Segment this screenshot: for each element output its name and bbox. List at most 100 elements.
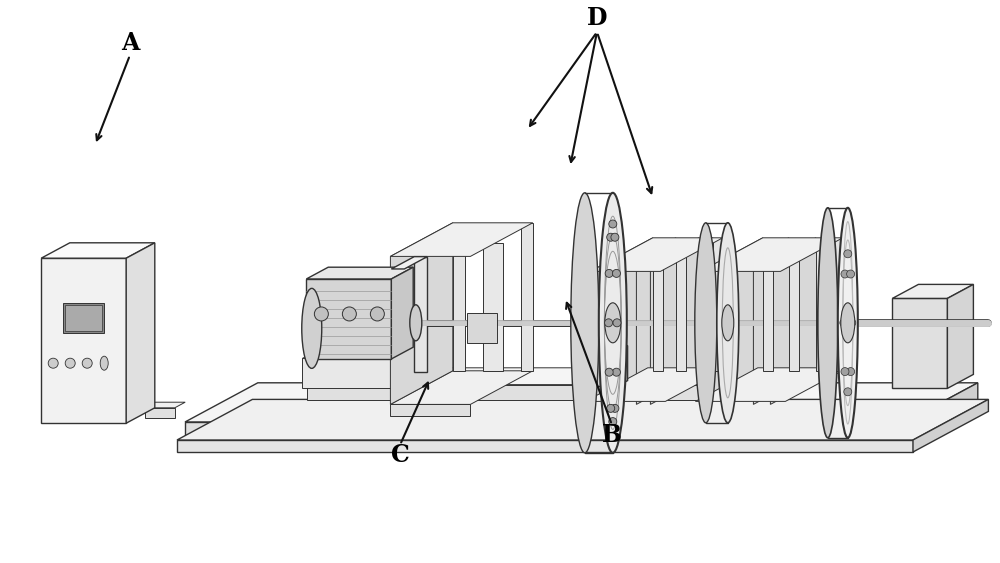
Polygon shape	[816, 238, 826, 371]
Circle shape	[612, 270, 620, 278]
Polygon shape	[770, 238, 833, 404]
Polygon shape	[699, 238, 709, 371]
Polygon shape	[789, 238, 799, 371]
Ellipse shape	[571, 193, 599, 453]
Ellipse shape	[100, 356, 108, 370]
Polygon shape	[700, 238, 763, 404]
Polygon shape	[390, 371, 533, 404]
Circle shape	[848, 319, 856, 327]
Bar	[63, 303, 104, 333]
Circle shape	[844, 388, 852, 396]
Circle shape	[607, 233, 615, 241]
Polygon shape	[390, 404, 470, 417]
Polygon shape	[892, 284, 973, 298]
Ellipse shape	[818, 208, 838, 438]
Ellipse shape	[599, 193, 627, 453]
Polygon shape	[892, 298, 947, 388]
Ellipse shape	[302, 288, 322, 368]
Polygon shape	[726, 238, 789, 404]
Ellipse shape	[605, 303, 621, 343]
Circle shape	[65, 358, 75, 368]
Text: A: A	[121, 31, 139, 55]
Polygon shape	[947, 284, 973, 388]
Polygon shape	[913, 399, 988, 452]
Polygon shape	[307, 368, 758, 385]
Circle shape	[342, 307, 356, 321]
Polygon shape	[653, 238, 663, 371]
Polygon shape	[582, 351, 617, 386]
Ellipse shape	[838, 208, 858, 438]
Polygon shape	[582, 346, 628, 351]
Polygon shape	[177, 440, 913, 452]
Polygon shape	[391, 257, 427, 269]
Circle shape	[613, 319, 621, 327]
Polygon shape	[41, 258, 126, 423]
Circle shape	[605, 368, 613, 376]
Polygon shape	[391, 267, 413, 359]
Circle shape	[607, 404, 615, 412]
Ellipse shape	[695, 223, 717, 423]
Polygon shape	[177, 399, 988, 440]
Polygon shape	[414, 257, 427, 372]
Circle shape	[841, 368, 849, 376]
Polygon shape	[650, 238, 713, 404]
Circle shape	[48, 358, 58, 368]
Polygon shape	[585, 368, 728, 401]
Text: B: B	[602, 423, 622, 447]
Polygon shape	[390, 223, 533, 256]
Polygon shape	[713, 238, 723, 371]
Circle shape	[605, 319, 613, 327]
Polygon shape	[302, 359, 397, 388]
Polygon shape	[613, 238, 676, 404]
Ellipse shape	[841, 303, 855, 343]
Polygon shape	[905, 383, 978, 440]
Circle shape	[609, 220, 617, 228]
Polygon shape	[306, 279, 391, 359]
Circle shape	[841, 270, 849, 278]
Polygon shape	[55, 402, 105, 408]
Polygon shape	[753, 238, 816, 404]
Polygon shape	[700, 238, 843, 271]
Bar	[65, 305, 102, 331]
Polygon shape	[483, 243, 503, 371]
Polygon shape	[590, 238, 723, 271]
Circle shape	[82, 358, 92, 368]
Polygon shape	[695, 368, 848, 401]
Ellipse shape	[410, 305, 422, 341]
Polygon shape	[521, 223, 533, 371]
Polygon shape	[307, 385, 727, 400]
Circle shape	[605, 270, 613, 278]
Polygon shape	[126, 243, 155, 423]
Polygon shape	[676, 238, 686, 371]
Text: C: C	[391, 443, 409, 467]
Polygon shape	[390, 223, 453, 404]
Circle shape	[847, 368, 855, 376]
Polygon shape	[302, 347, 418, 359]
Polygon shape	[145, 402, 185, 408]
Polygon shape	[185, 383, 978, 422]
Polygon shape	[763, 238, 773, 371]
Circle shape	[847, 270, 855, 278]
Circle shape	[314, 307, 328, 321]
Polygon shape	[617, 346, 628, 386]
Polygon shape	[636, 238, 699, 404]
Circle shape	[609, 418, 617, 426]
Polygon shape	[55, 408, 95, 418]
Circle shape	[844, 250, 852, 258]
Polygon shape	[590, 238, 653, 404]
Circle shape	[370, 307, 384, 321]
Ellipse shape	[717, 223, 739, 423]
Polygon shape	[453, 223, 465, 371]
Polygon shape	[306, 267, 413, 279]
Ellipse shape	[722, 305, 734, 341]
Circle shape	[611, 404, 619, 412]
Polygon shape	[467, 314, 497, 343]
Circle shape	[612, 368, 620, 376]
Circle shape	[611, 233, 619, 241]
Text: D: D	[587, 6, 607, 30]
Polygon shape	[833, 238, 843, 371]
Circle shape	[840, 319, 848, 327]
Polygon shape	[41, 243, 155, 258]
Polygon shape	[145, 408, 175, 418]
Polygon shape	[185, 422, 905, 440]
